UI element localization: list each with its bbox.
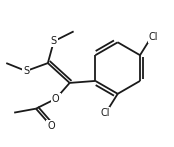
Text: Cl: Cl <box>100 108 110 118</box>
Text: Cl: Cl <box>148 32 158 42</box>
Text: O: O <box>52 94 60 104</box>
Text: S: S <box>23 66 29 76</box>
Text: O: O <box>47 121 55 131</box>
Text: S: S <box>51 36 57 46</box>
